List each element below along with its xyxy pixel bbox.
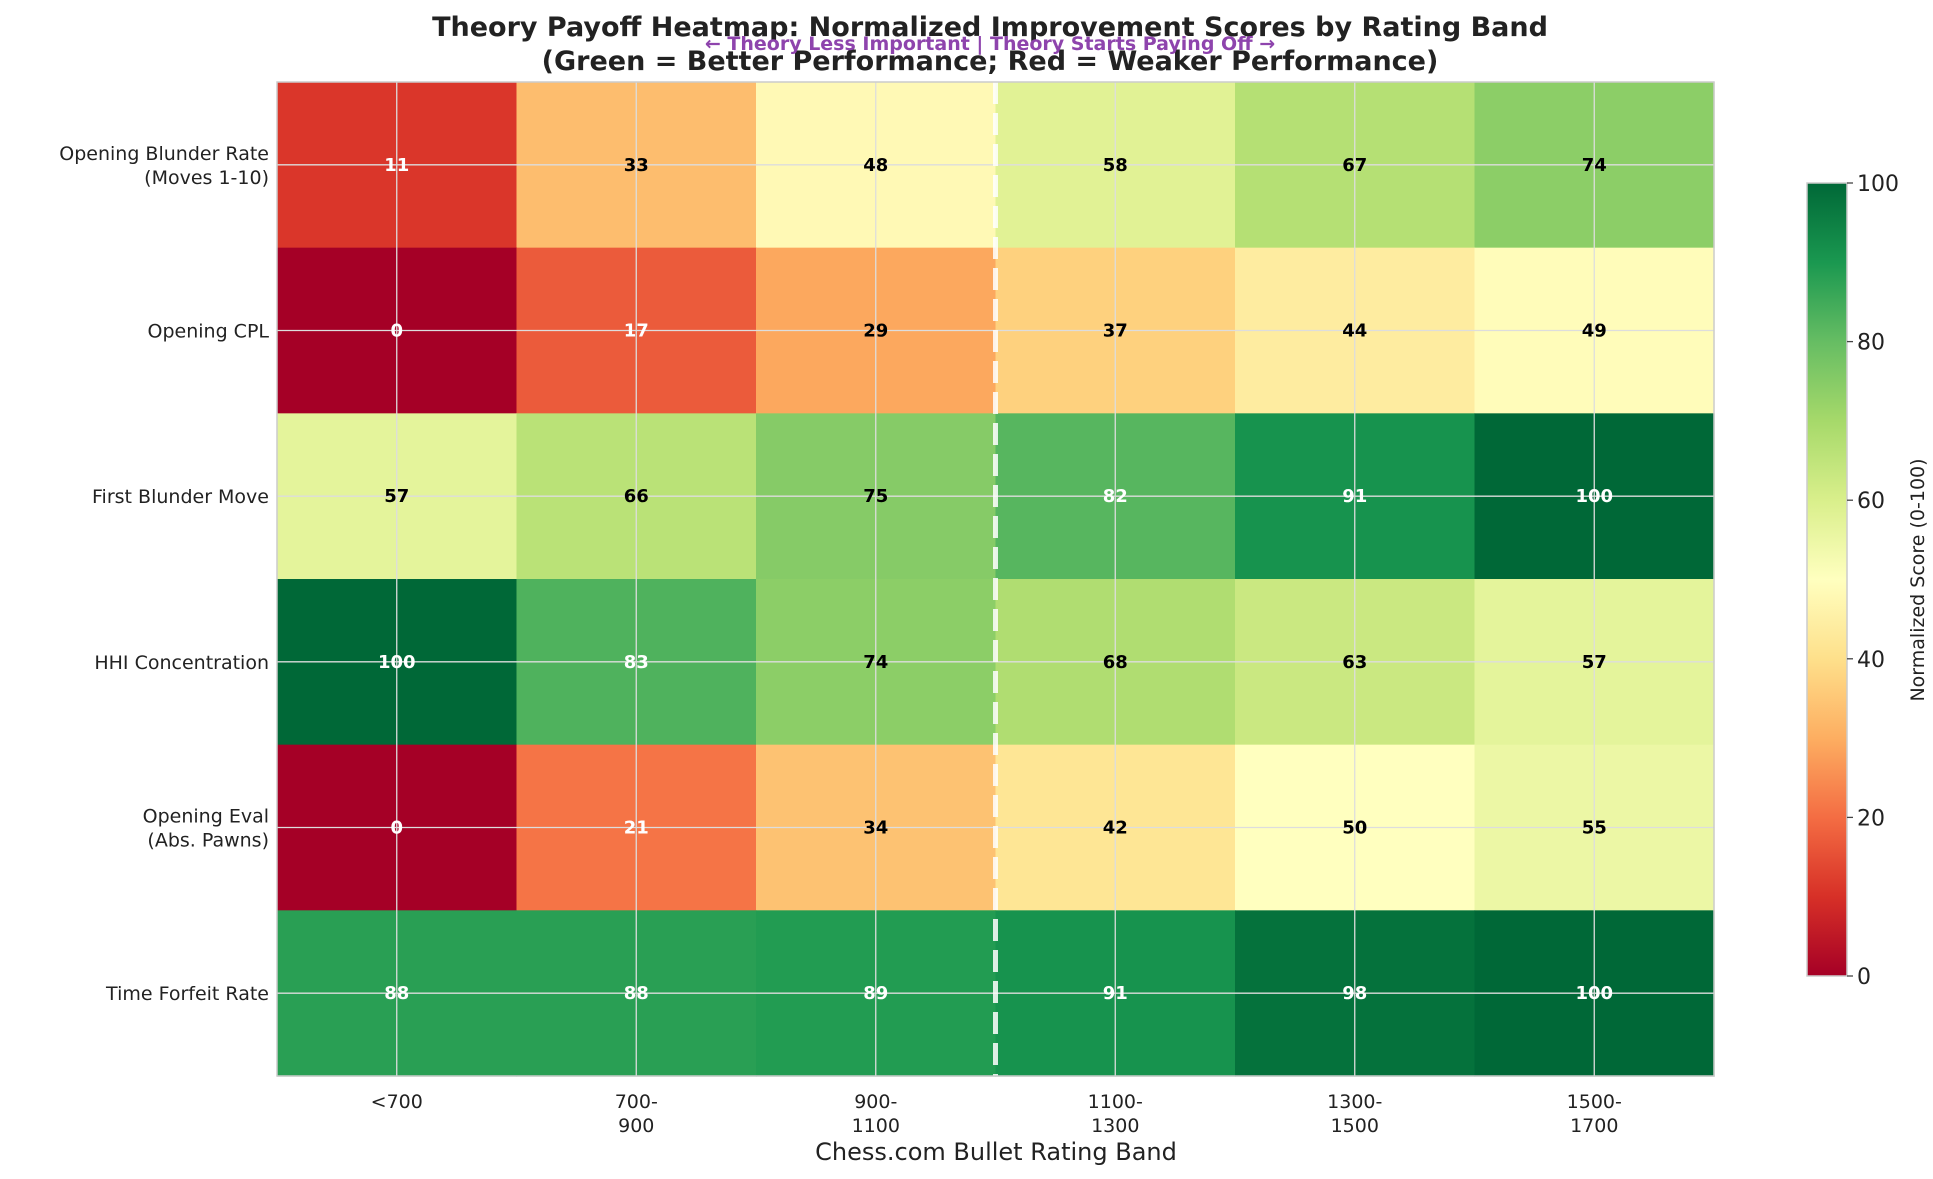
- column-tick-label: 1700: [1570, 1115, 1618, 1137]
- cell-value-label: 42: [1103, 818, 1128, 839]
- cell-value-label: 91: [1342, 486, 1367, 507]
- column-tick-label: <700: [371, 1091, 423, 1113]
- column-labels: <700 700-900 900-1100 1100-1300 1300-1500 150…: [371, 1091, 1622, 1137]
- column-tick-label: 700-: [615, 1091, 658, 1113]
- cell-value-label: 82: [1103, 486, 1128, 507]
- cell-value-label: 0: [390, 321, 403, 342]
- cell-value-label: 63: [1342, 652, 1367, 673]
- cell-value-label: 50: [1342, 818, 1367, 839]
- chart-title: Theory Payoff Heatmap: Normalized Improv…: [432, 12, 1548, 43]
- cell-value-label: 67: [1342, 155, 1367, 176]
- cell-value-labels: 11 33 48 58 67 74 0 17 29 37 44 49 57 66 75 82 91 100 100 8…: [378, 155, 1613, 1004]
- colorbar-tick-label: 20: [1857, 806, 1885, 831]
- cell-value-label: 75: [863, 486, 888, 507]
- cell-value-label: 29: [863, 321, 888, 342]
- cell-value-label: 100: [1575, 983, 1613, 1004]
- column-tick-label: 1100: [852, 1115, 900, 1137]
- cell-value-label: 49: [1582, 321, 1607, 342]
- cell-value-label: 17: [624, 321, 649, 342]
- cell-value-label: 74: [1582, 155, 1607, 176]
- cell-value-label: 57: [1582, 652, 1607, 673]
- cell-value-label: 37: [1103, 321, 1128, 342]
- cell-value-label: 58: [1103, 155, 1128, 176]
- row-label: HHI Concentration: [94, 652, 269, 674]
- cell-value-label: 48: [863, 155, 888, 176]
- colorbar-ticks: 0 20 40 60 80 100: [1847, 172, 1899, 990]
- cell-value-label: 74: [863, 652, 888, 673]
- cell-value-label: 98: [1342, 983, 1367, 1004]
- colorbar: [1806, 182, 1848, 977]
- column-tick-label: 1500-: [1567, 1091, 1622, 1113]
- cell-value-label: 89: [863, 983, 888, 1004]
- column-tick-label: 900-: [854, 1091, 897, 1113]
- row-label: First Blunder Move: [92, 486, 269, 508]
- cell-value-label: 100: [1575, 486, 1613, 507]
- plot-frame: [276, 81, 1715, 1077]
- cell-value-label: 55: [1582, 818, 1607, 839]
- row-label: Time Forfeit Rate: [105, 983, 269, 1005]
- column-tick-label: 1100-: [1088, 1091, 1143, 1113]
- column-tick-label: 1300-: [1327, 1091, 1382, 1113]
- cell-value-label: 33: [624, 155, 649, 176]
- colorbar-tick-label: 40: [1857, 648, 1885, 673]
- colorbar-label: Normalized Score (0-100): [1907, 458, 1929, 701]
- cell-value-label: 88: [624, 983, 649, 1004]
- column-tick-label: 1500: [1331, 1115, 1379, 1137]
- cell-value-label: 66: [624, 486, 649, 507]
- row-label: Opening Eval: [143, 806, 269, 828]
- cell-value-label: 44: [1342, 321, 1367, 342]
- column-tick-label: 900: [618, 1115, 654, 1137]
- row-label: Opening Blunder Rate: [59, 143, 269, 165]
- cell-value-label: 88: [384, 983, 409, 1004]
- colorbar-tick-label: 100: [1857, 172, 1899, 197]
- cell-value-label: 91: [1103, 983, 1128, 1004]
- cell-value-label: 100: [378, 652, 416, 673]
- colorbar-tick-label: 0: [1857, 965, 1871, 990]
- theory-annotation: ← Theory Less Important | Theory Starts …: [705, 33, 1275, 55]
- row-labels: Opening Blunder Rate(Moves 1-10) Opening …: [59, 143, 269, 1005]
- row-label: Opening CPL: [148, 321, 270, 343]
- cell-value-label: 11: [384, 155, 409, 176]
- cell-value-label: 0: [390, 818, 403, 839]
- row-label: (Abs. Pawns): [147, 830, 269, 852]
- row-label: (Moves 1-10): [144, 167, 269, 189]
- column-tick-label: 1300: [1091, 1115, 1139, 1137]
- cell-value-label: 21: [624, 818, 649, 839]
- cell-value-label: 34: [863, 818, 888, 839]
- colorbar-tick-label: 80: [1857, 331, 1885, 356]
- cell-value-label: 83: [624, 652, 649, 673]
- cell-value-label: 57: [384, 486, 409, 507]
- x-axis-label: Chess.com Bullet Rating Band: [815, 1138, 1177, 1166]
- colorbar-tick-label: 60: [1857, 489, 1885, 514]
- cell-value-label: 68: [1103, 652, 1128, 673]
- chart-subtitle: (Green = Better Performance; Red = Weake…: [542, 46, 1439, 77]
